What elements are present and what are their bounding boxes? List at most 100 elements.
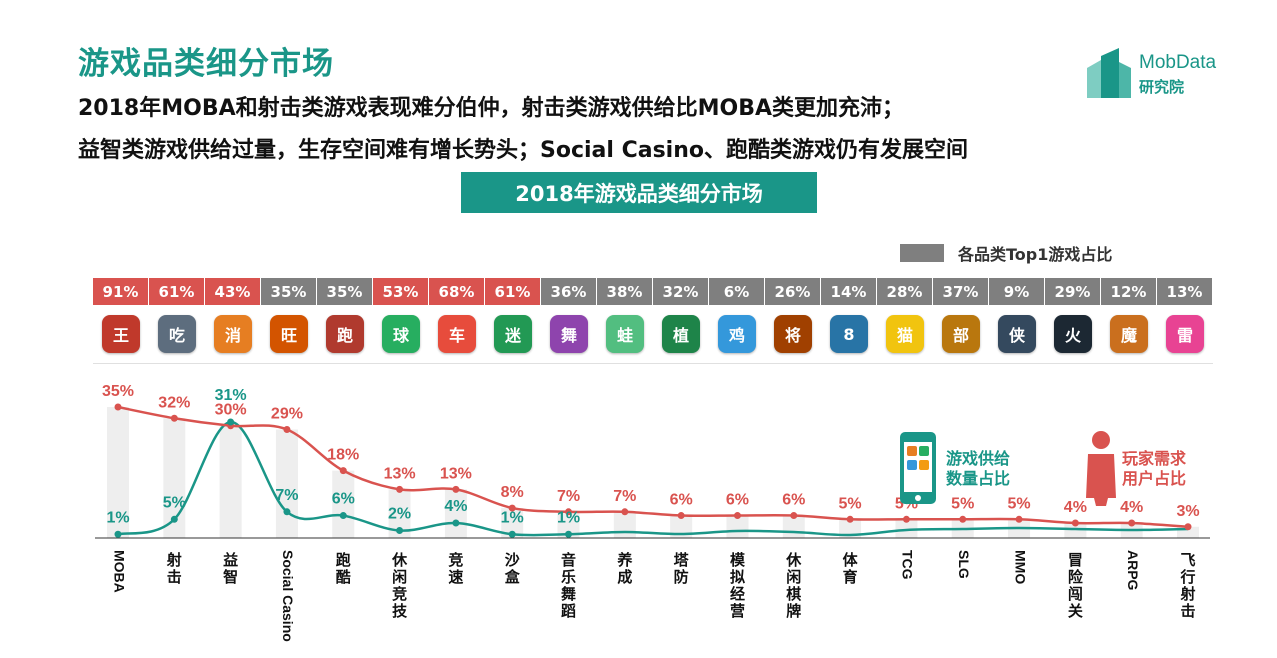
- demand-point: [114, 403, 122, 411]
- app-icon-cell: 跑: [317, 305, 373, 363]
- demand-bg-bar: [388, 489, 411, 538]
- supply-point: [114, 530, 122, 538]
- demand-value-label: 6%: [670, 492, 693, 509]
- demand-bg-bar: [501, 508, 524, 538]
- top1-share-cell: 26%: [765, 278, 821, 305]
- app-icon-cell: 蛙: [597, 305, 653, 363]
- supply-value-label: 4%: [444, 498, 467, 515]
- top1-share-cell: 6%: [709, 278, 765, 305]
- top1-share-cell: 43%: [205, 278, 261, 305]
- demand-bg-bar: [163, 418, 186, 538]
- supply-line: [117, 420, 1189, 537]
- app-icon-cell: 猫: [877, 305, 933, 363]
- supply-point: [508, 530, 516, 538]
- casual-game-icon: 球: [382, 315, 420, 353]
- phone-app-icon: [919, 460, 929, 470]
- supply-point: [452, 519, 460, 527]
- app-icon-cell: 雷: [1157, 305, 1213, 363]
- demand-point: [902, 515, 910, 523]
- top1-share-cell: 68%: [429, 278, 485, 305]
- demand-value-label: 4%: [1064, 499, 1087, 516]
- supply-value-label: 1%: [106, 509, 129, 526]
- arpg-game-icon: 魔: [1110, 315, 1148, 353]
- demand-point: [790, 512, 798, 520]
- racing-game-icon: 车: [438, 315, 476, 353]
- mmo-game-icon: 侠: [998, 315, 1036, 353]
- app-icon-cell: 迷: [485, 305, 541, 363]
- demand-value-label: 3%: [1176, 503, 1199, 520]
- demand-bg-bar: [1177, 526, 1199, 538]
- demand-value-label: 4%: [1120, 499, 1143, 516]
- nurture-game-icon: 蛙: [606, 315, 644, 353]
- top1-share-cell: 61%: [149, 278, 205, 305]
- top1-share-cell: 32%: [653, 278, 709, 305]
- demand-bg-bar: [107, 407, 129, 538]
- demand-legend-label: 玩家需求: [1122, 449, 1187, 468]
- category-label: 音乐舞蹈: [561, 551, 576, 620]
- app-icon-cell: 部: [933, 305, 989, 363]
- category-label: MMO: [1012, 550, 1028, 584]
- top1-legend: 各品类Top1游戏占比: [900, 241, 1112, 265]
- supply-value-label: 31%: [215, 387, 247, 404]
- demand-point: [452, 485, 460, 493]
- top1-share-cell: 35%: [261, 278, 317, 305]
- app-icon-cell: 火: [1045, 305, 1101, 363]
- tower-defense-icon: 植: [662, 315, 700, 353]
- top1-share-cell: 14%: [821, 278, 877, 305]
- category-label: 飞行射击: [1179, 551, 1195, 620]
- app-icon-cell: 王: [93, 305, 149, 363]
- category-label: Social Casino: [280, 550, 296, 642]
- chess-game-icon: 将: [774, 315, 812, 353]
- app-icon-cell: 旺: [261, 305, 317, 363]
- supply-legend-label: 数量占比: [946, 469, 1010, 488]
- app-icon-cell: 8: [821, 305, 877, 363]
- app-icon-cell: 舞: [541, 305, 597, 363]
- demand-bg-bar: [275, 429, 298, 538]
- top1-share-cell: 35%: [317, 278, 373, 305]
- demand-point: [733, 512, 741, 520]
- app-icon-cell: 将: [765, 305, 821, 363]
- phone-app-icon: [907, 446, 917, 456]
- demand-point: [1071, 519, 1079, 527]
- parkour-game-icon: 跑: [326, 315, 364, 353]
- page-title: 游戏品类细分市场: [78, 46, 334, 82]
- demand-value-label: 18%: [327, 447, 359, 464]
- demand-value-label: 5%: [951, 495, 974, 512]
- sports-game-icon: 8: [830, 315, 868, 353]
- logo-sub: 研究院: [1139, 78, 1185, 96]
- supply-point: [565, 530, 573, 538]
- demand-bg-bar: [670, 515, 693, 538]
- app-icon-cell: 植: [653, 305, 709, 363]
- demand-point: [508, 504, 516, 512]
- demand-bg-bar: [839, 519, 862, 538]
- demand-value-label: 32%: [158, 394, 190, 411]
- demand-point: [621, 508, 629, 516]
- category-label: 模拟经营: [730, 551, 746, 620]
- subtitle-line-1: 2018年MOBA和射击类游戏表现难分伯仲，射击类游戏供给比MOBA类更加充沛；: [78, 96, 905, 121]
- demand-point: [1015, 515, 1023, 523]
- supply-legend-label: 游戏供给: [946, 449, 1010, 468]
- category-label: 养成: [616, 551, 633, 586]
- flight-shooter-icon: 雷: [1166, 315, 1204, 353]
- app-icon-cell: 球: [373, 305, 429, 363]
- moba-game-icon: 王: [102, 315, 140, 353]
- demand-value-label: 13%: [384, 465, 416, 482]
- demand-value-label: 6%: [726, 492, 749, 509]
- top1-share-cell: 29%: [1045, 278, 1101, 305]
- music-game-icon: 舞: [550, 315, 588, 353]
- supply-value-label: 1%: [557, 509, 580, 526]
- demand-point: [1184, 523, 1192, 531]
- demand-point: [339, 467, 347, 475]
- demand-value-label: 7%: [557, 488, 580, 505]
- demand-value-label: 7%: [613, 488, 636, 505]
- app-icon-cell: 侠: [989, 305, 1045, 363]
- shooter-game-icon: 吃: [158, 315, 196, 353]
- demand-point: [283, 425, 291, 433]
- tcg-game-icon: 猫: [886, 315, 924, 353]
- app-icon-cell: 消: [205, 305, 261, 363]
- category-label: 休闲竞技: [391, 551, 408, 620]
- demand-point: [170, 414, 178, 422]
- demand-point: [846, 515, 854, 523]
- casino-game-icon: 旺: [270, 315, 308, 353]
- category-label: 益智: [223, 551, 238, 586]
